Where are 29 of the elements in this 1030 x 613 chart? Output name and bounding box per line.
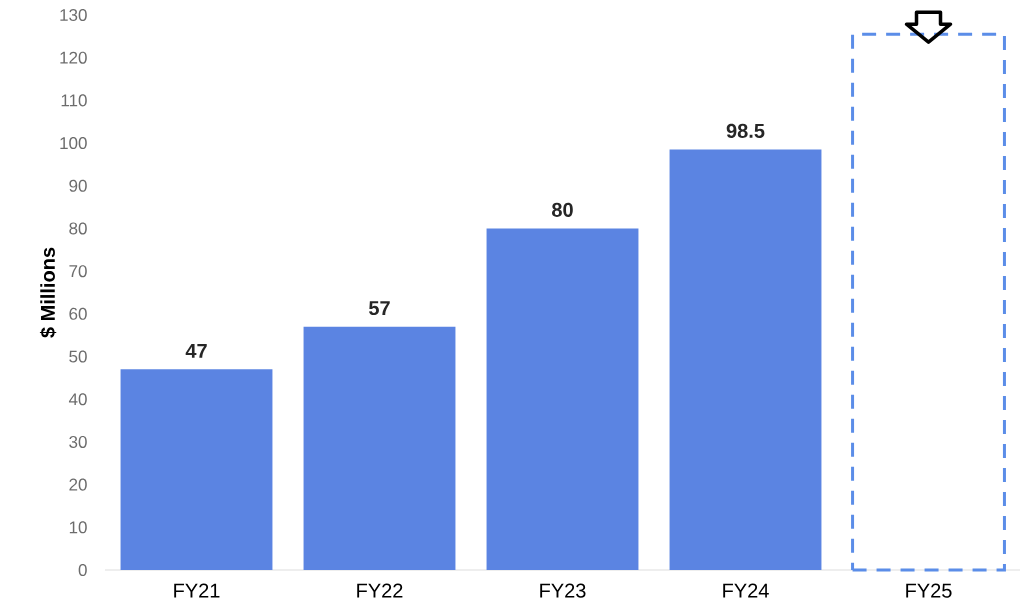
y-tick-label: 90 — [69, 179, 87, 192]
y-tick-label: 30 — [69, 435, 87, 448]
y-tick-label: 40 — [68, 393, 87, 406]
y-tick-label: 0 — [78, 563, 87, 577]
bar — [486, 228, 639, 570]
y-tick-label: 100 — [60, 137, 87, 150]
x-tick-label: FY25 — [906, 583, 952, 598]
y-tick-label: 110 — [61, 94, 87, 107]
y-tick-label: 60 — [69, 307, 87, 320]
y-tick-label: 10 — [69, 521, 87, 534]
data-label: 98.5 — [726, 123, 765, 138]
data-label: 47 — [185, 344, 207, 358]
bar — [851, 32, 1006, 572]
data-label: 80 — [552, 202, 573, 217]
y-tick-label: 20 — [69, 478, 87, 491]
bar — [303, 326, 456, 570]
x-tick-label: FY23 — [540, 583, 586, 598]
y-tick-label: 80 — [69, 222, 87, 235]
y-tick-label: 120 — [60, 51, 87, 64]
y-tick-label: 70 — [69, 265, 87, 278]
data-label: 57 — [368, 301, 390, 316]
x-tick-label: FY21 — [174, 583, 220, 598]
x-tick-label: FY24 — [723, 583, 769, 598]
bar — [120, 369, 273, 570]
y-axis-title: $ Millions — [39, 247, 57, 338]
y-tick-label: 130 — [60, 8, 87, 22]
bar — [669, 149, 822, 570]
y-tick-label: 50 — [69, 350, 87, 363]
x-tick-label: FY22 — [357, 583, 403, 598]
